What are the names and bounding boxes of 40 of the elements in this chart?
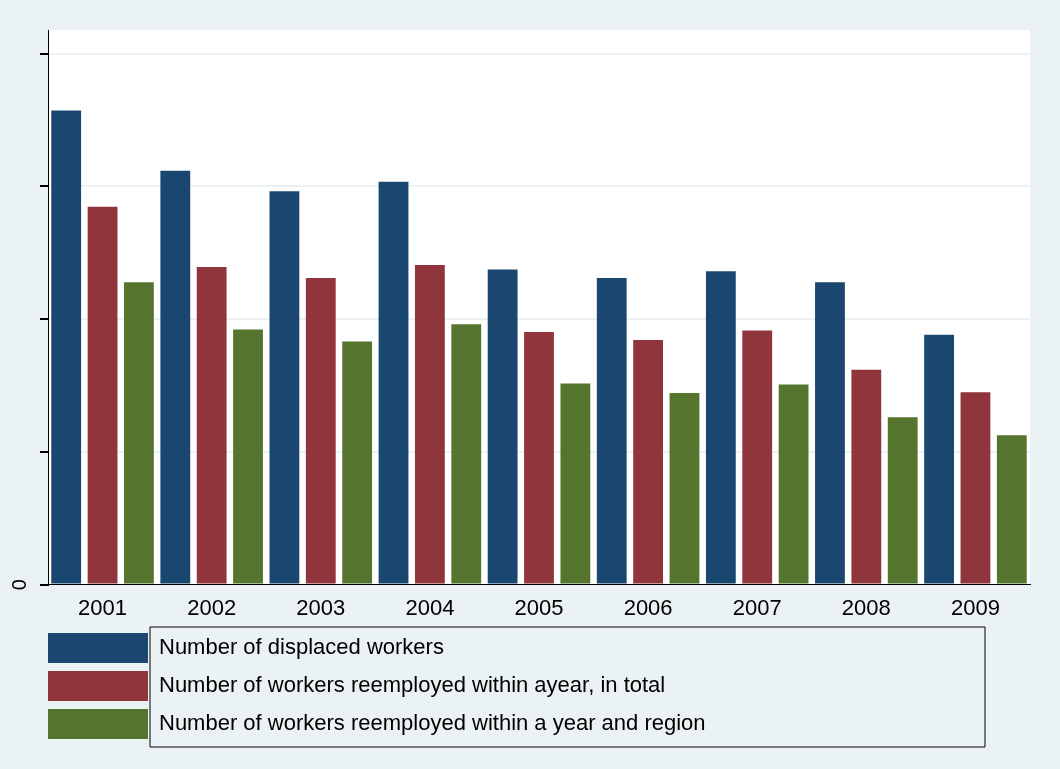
bar	[51, 110, 82, 584]
bar	[269, 191, 300, 584]
bar	[742, 330, 773, 584]
x-tick-label: 2007	[732, 594, 782, 620]
x-tick-label: 2008	[841, 594, 891, 620]
bar	[815, 282, 845, 584]
bar	[160, 170, 191, 584]
x-tick-label: 2001	[78, 594, 128, 620]
bar	[196, 267, 227, 584]
legend-label: Number of workers reemployed within a year and region	[159, 710, 706, 736]
bar	[560, 383, 591, 584]
x-tick-label: 2005	[514, 594, 564, 620]
bar	[487, 269, 518, 584]
bar	[414, 265, 445, 584]
bar	[87, 206, 118, 584]
bar	[633, 340, 664, 584]
legend-label: Number of displaced workers	[159, 634, 444, 660]
x-tick-label: 2006	[623, 594, 673, 620]
x-tick-label: 2009	[950, 594, 1000, 620]
bar	[342, 341, 373, 584]
bar	[960, 392, 991, 584]
bar	[887, 417, 918, 584]
bar	[596, 277, 627, 584]
x-tick-label: 2004	[405, 594, 455, 620]
bar	[378, 181, 409, 584]
bar	[669, 393, 700, 584]
bar	[996, 435, 1027, 584]
bar	[924, 334, 954, 584]
bar	[305, 277, 336, 584]
bar	[524, 331, 554, 584]
text: 0	[7, 579, 30, 591]
bar	[233, 329, 263, 584]
x-tick-label: 2003	[296, 594, 346, 620]
bar	[851, 369, 882, 584]
x-tick-label: 2002	[187, 594, 237, 620]
legend-label: Number of workers reemployed within ayear, in total	[159, 672, 666, 698]
bar	[778, 384, 809, 584]
bar	[451, 324, 482, 584]
bar	[705, 271, 736, 584]
bar	[124, 282, 154, 584]
